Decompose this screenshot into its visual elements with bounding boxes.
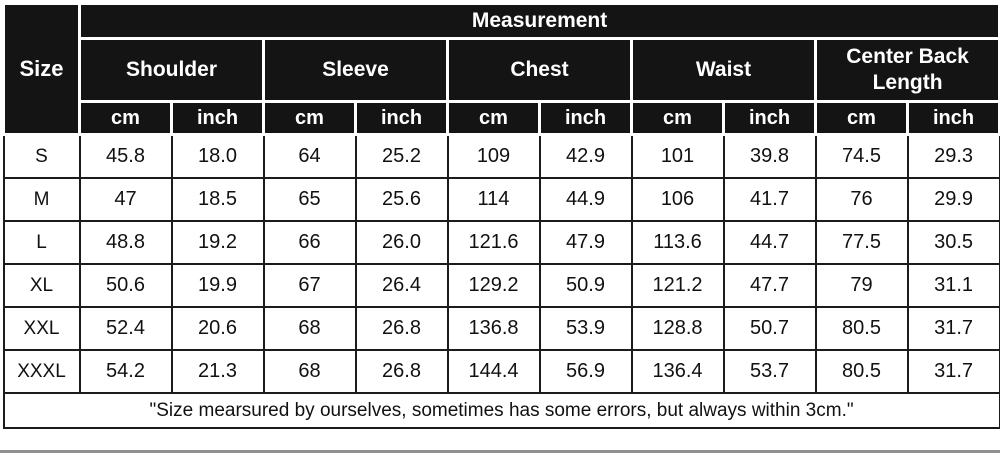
cell-waist-inch: 41.7	[722, 177, 817, 222]
unit-header-chest-cm: cm	[446, 100, 541, 136]
cell-waist-inch: 53.7	[722, 349, 817, 394]
row-size-label: XL	[2, 263, 81, 308]
cell-chest-inch: 44.9	[538, 177, 633, 222]
category-header-row: Shoulder Sleeve Chest Waist Center Back …	[4, 37, 1000, 103]
cell-chest-cm: 136.8	[446, 306, 541, 351]
unit-header-waist-inch: inch	[722, 100, 817, 136]
cell-cbl-inch: 31.1	[906, 263, 1000, 308]
cell-cbl-inch: 31.7	[906, 349, 1000, 394]
cell-sleeve-cm: 64	[262, 133, 357, 179]
cell-sleeve-cm: 66	[262, 220, 357, 265]
cell-sleeve-cm: 67	[262, 263, 357, 308]
cell-cbl-cm: 79	[814, 263, 909, 308]
cell-shoulder-inch: 18.5	[170, 177, 265, 222]
cell-shoulder-cm: 54.2	[78, 349, 173, 394]
cell-sleeve-inch: 26.4	[354, 263, 449, 308]
cell-sleeve-inch: 25.6	[354, 177, 449, 222]
cell-chest-inch: 47.9	[538, 220, 633, 265]
cell-waist-cm: 106	[630, 177, 725, 222]
unit-header-cbl-cm: cm	[814, 100, 909, 136]
cell-chest-cm: 109	[446, 133, 541, 179]
row-size-label: XXXL	[2, 349, 81, 394]
cell-waist-cm: 136.4	[630, 349, 725, 394]
cell-cbl-cm: 74.5	[814, 133, 909, 179]
cell-waist-cm: 113.6	[630, 220, 725, 265]
footnote: "Size mearsured by ourselves, sometimes …	[2, 392, 1000, 429]
table-row-xl: XL 50.6 19.9 67 26.4 129.2 50.9 121.2 47…	[2, 263, 1000, 308]
cell-waist-inch: 39.8	[722, 133, 817, 179]
cell-cbl-cm: 77.5	[814, 220, 909, 265]
cell-sleeve-cm: 65	[262, 177, 357, 222]
unit-header-cbl-inch: inch	[905, 100, 1000, 136]
cell-cbl-inch: 29.3	[906, 133, 1000, 179]
unit-header-shoulder-inch: inch	[170, 100, 265, 136]
cell-waist-inch: 47.7	[722, 263, 817, 308]
table-row-m: M 47 18.5 65 25.6 114 44.9 106 41.7 76 2…	[2, 177, 1000, 222]
cell-waist-cm: 101	[630, 133, 725, 179]
unit-header-row: cm inch cm inch cm inch cm inch cm inch	[4, 100, 1000, 136]
size-column-header: Size	[2, 2, 81, 136]
cell-shoulder-cm: 52.4	[78, 306, 173, 351]
cell-shoulder-cm: 47	[78, 177, 173, 222]
cell-chest-cm: 121.6	[446, 220, 541, 265]
cell-waist-inch: 50.7	[722, 306, 817, 351]
category-header-center-back-length: Center Back Length	[813, 37, 1000, 103]
cell-waist-inch: 44.7	[722, 220, 817, 265]
cell-shoulder-cm: 45.8	[78, 133, 173, 179]
cell-chest-inch: 56.9	[538, 349, 633, 394]
measurement-header: Measurement	[77, 2, 1000, 40]
cell-waist-cm: 121.2	[630, 263, 725, 308]
cell-cbl-inch: 30.5	[906, 220, 1000, 265]
cell-cbl-cm: 76	[814, 177, 909, 222]
cell-sleeve-inch: 26.8	[354, 349, 449, 394]
cell-shoulder-cm: 48.8	[78, 220, 173, 265]
unit-header-chest-inch: inch	[538, 100, 633, 136]
cell-chest-cm: 114	[446, 177, 541, 222]
unit-header-waist-cm: cm	[630, 100, 725, 136]
cell-sleeve-inch: 26.8	[354, 306, 449, 351]
category-header-shoulder: Shoulder	[78, 37, 265, 103]
unit-header-sleeve-inch: inch	[354, 100, 449, 136]
row-size-label: XXL	[2, 306, 81, 351]
table-row-xxxl: XXXL 54.2 21.3 68 26.8 144.4 56.9 136.4 …	[2, 349, 1000, 394]
footnote-row: "Size mearsured by ourselves, sometimes …	[2, 392, 1000, 429]
cell-sleeve-cm: 68	[262, 306, 357, 351]
cell-cbl-inch: 29.9	[906, 177, 1000, 222]
cell-chest-cm: 144.4	[446, 349, 541, 394]
table-row-s: S 45.8 18.0 64 25.2 109 42.9 101 39.8 74…	[2, 133, 1000, 179]
unit-header-shoulder-cm: cm	[78, 100, 173, 136]
cell-sleeve-inch: 25.2	[354, 133, 449, 179]
cell-chest-inch: 53.9	[538, 306, 633, 351]
category-header-chest: Chest	[446, 37, 633, 103]
cell-shoulder-inch: 20.6	[170, 306, 265, 351]
size-chart-table: Size Measurement Shoulder Sleeve Chest W…	[2, 2, 1000, 429]
cell-chest-inch: 50.9	[538, 263, 633, 308]
table-row-xxl: XXL 52.4 20.6 68 26.8 136.8 53.9 128.8 5…	[2, 306, 1000, 351]
cell-cbl-cm: 80.5	[814, 306, 909, 351]
cell-sleeve-inch: 26.0	[354, 220, 449, 265]
cell-waist-cm: 128.8	[630, 306, 725, 351]
cell-chest-inch: 42.9	[538, 133, 633, 179]
row-size-label: L	[2, 220, 81, 265]
cell-chest-cm: 129.2	[446, 263, 541, 308]
category-header-sleeve: Sleeve	[262, 37, 449, 103]
cell-shoulder-cm: 50.6	[78, 263, 173, 308]
row-size-label: S	[2, 133, 81, 179]
cell-shoulder-inch: 19.2	[170, 220, 265, 265]
measurement-header-row: Size Measurement	[2, 2, 1000, 136]
cell-shoulder-inch: 19.9	[170, 263, 265, 308]
cell-shoulder-inch: 21.3	[170, 349, 265, 394]
cell-sleeve-cm: 68	[262, 349, 357, 394]
cell-shoulder-inch: 18.0	[170, 133, 265, 179]
row-size-label: M	[2, 177, 81, 222]
unit-header-sleeve-cm: cm	[262, 100, 357, 136]
bottom-shadow-line	[0, 450, 1000, 453]
table-row-l: L 48.8 19.2 66 26.0 121.6 47.9 113.6 44.…	[2, 220, 1000, 265]
category-header-waist: Waist	[630, 37, 817, 103]
cell-cbl-inch: 31.7	[906, 306, 1000, 351]
cell-cbl-cm: 80.5	[814, 349, 909, 394]
